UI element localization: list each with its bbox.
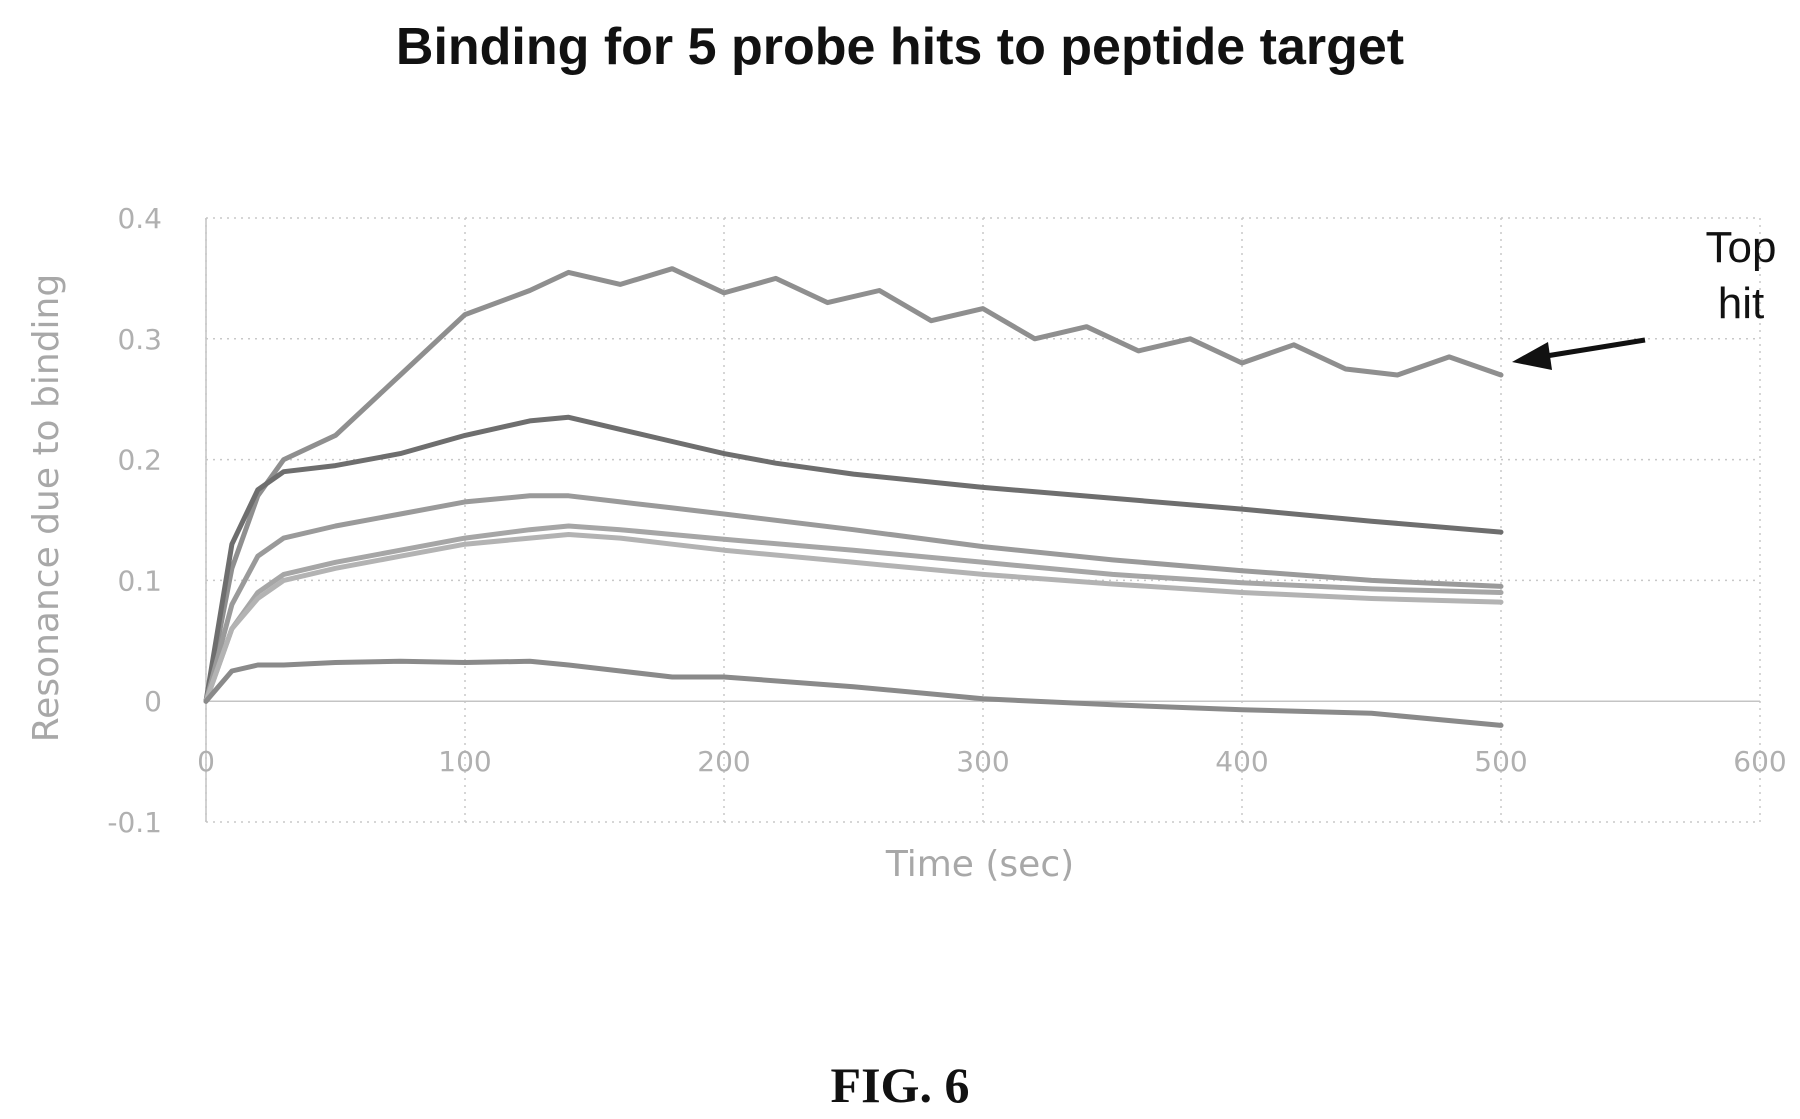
gridlines (205, 217, 1761, 823)
series-line-5 (203, 532, 1504, 704)
x-tick-label-1: 100 (438, 745, 491, 778)
annotation-arrow-shaft (1539, 337, 1646, 360)
x-tick-label-4: 400 (1215, 745, 1268, 778)
series-line-6 (203, 658, 1504, 728)
x-tick-labels: 0 100 200 300 400 500 600 (197, 745, 1787, 778)
annotation-line-2: hit (1718, 279, 1764, 328)
series-line-3 (203, 493, 1504, 704)
top-hit-annotation: Top hit (1512, 223, 1776, 370)
x-tick-label-5: 500 (1474, 745, 1527, 778)
y-tick-label-2: 0.1 (117, 564, 162, 597)
x-tick-label-3: 300 (956, 745, 1009, 778)
series-line-4 (203, 523, 1504, 704)
figure-label: FIG. 6 (831, 1057, 970, 1113)
series-line-2 (203, 414, 1504, 704)
x-axis-label: Time (sec) (885, 844, 1074, 885)
y-tick-label-1: 0 (144, 685, 162, 718)
x-tick-label-2: 200 (697, 745, 750, 778)
y-tick-labels: -0.1 0 0.1 0.2 0.3 0.4 (107, 202, 162, 839)
series-lines (203, 266, 1504, 728)
series-line-1 (203, 266, 1504, 704)
x-tick-label-6: 600 (1733, 745, 1786, 778)
y-tick-label-5: 0.4 (117, 202, 162, 235)
y-tick-label-3: 0.2 (117, 444, 162, 477)
annotation-arrow-head (1512, 342, 1552, 370)
annotation-line-1: Top (1706, 223, 1777, 272)
y-axis-label: Resonance due to binding (26, 274, 67, 742)
y-tick-label-4: 0.3 (117, 323, 162, 356)
y-tick-label-0: -0.1 (107, 806, 162, 839)
x-tick-label-0: 0 (197, 745, 215, 778)
chart-title: Binding for 5 probe hits to peptide targ… (396, 18, 1404, 76)
